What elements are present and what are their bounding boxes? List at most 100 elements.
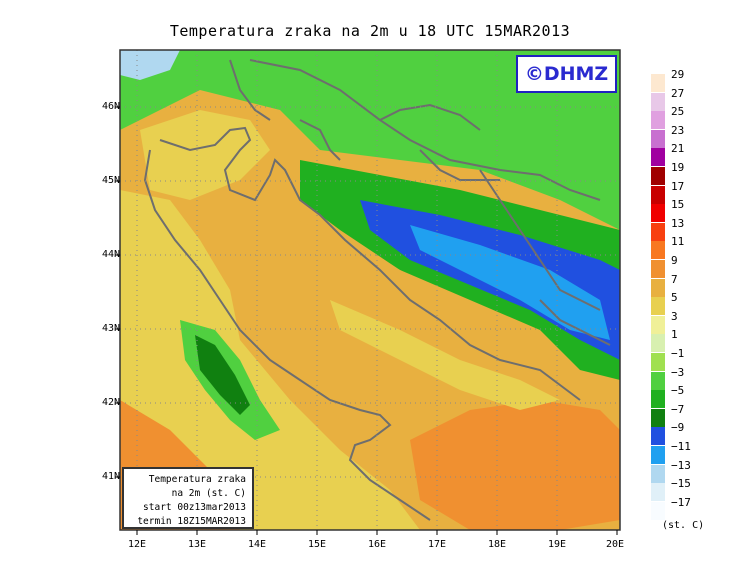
lon-label-20e: 20E [605,539,625,550]
legend-label: 11 [671,235,685,249]
legend-entry: 17 [651,180,740,204]
legend-label: 25 [671,105,685,119]
legend-label: 1 [671,328,678,342]
lon-label-12e: 12E [127,539,147,550]
legend-label: 27 [671,86,685,100]
legend-entry: 25 [651,105,740,130]
legend-swatch [651,427,665,446]
legend-label: 15 [671,198,685,212]
legend-entry: −11 [651,440,740,464]
legend-entry: 19 [651,161,740,185]
legend-entry: 15 [651,198,740,223]
lat-label-45n: 45N [101,175,120,186]
legend-entry: −17 [651,496,740,520]
graticule [120,50,620,530]
legend-swatch [651,464,665,483]
legend-entry: −3 [651,366,740,390]
lat-label-43n: 43N [101,323,120,334]
map-title: Temperatura zraka na 2m u 18 UTC 15MAR20… [169,22,571,40]
lat-label-41n: 41N [101,471,120,482]
legend-entry: −13 [651,459,740,483]
legend-entry: 27 [651,87,740,111]
legend-entry: −9 [651,421,740,446]
lon-label-17e: 17E [427,539,447,550]
legend-swatch [651,334,665,353]
dinaric-coldest [410,225,610,340]
legend-swatch [651,297,665,316]
legend-swatch [651,501,665,520]
legend-entry: −15 [651,477,740,502]
legend-swatch [651,408,665,427]
legend-entry: 1 [651,328,740,353]
info-line-1: Temperatura zraka [148,474,246,485]
info-line-2: na 2m (st. C) [171,488,246,499]
alps-snow [120,50,180,80]
lat-label-44n: 44N [101,249,120,260]
legend-entry: 11 [651,235,740,260]
lon-label-18e: 18E [487,539,507,550]
lon-label-13e: 13E [187,539,207,550]
ionian-warm [410,400,620,530]
legend-label: 29 [671,68,685,81]
legend-entry: 5 [651,291,740,316]
legend-label: 13 [671,216,685,230]
legend-swatch [651,315,665,334]
legend-entry: 29 [651,68,740,92]
apennine-core [195,335,250,415]
legend-label: 5 [671,291,678,305]
legend-swatch [651,204,665,223]
legend-entry: −7 [651,403,740,427]
lat-label-42n: 42N [101,397,120,408]
legend-label: 9 [671,254,678,267]
legend-entry: 23 [651,124,740,148]
legend-swatch [651,278,665,297]
legend-entry: 13 [651,217,740,241]
info-line-3: start 00z13mar2013 [143,502,246,513]
legend-swatch [651,390,665,409]
lon-label-15e: 15E [307,539,327,550]
legend-swatch [651,111,665,130]
lon-label-16e: 16E [367,539,387,550]
legend-swatch [651,222,665,241]
legend-swatch [651,483,665,502]
legend-swatch [651,92,665,111]
coastal-mild [330,300,560,410]
legend-entry: −5 [651,384,740,409]
legend-swatch [651,353,665,371]
legend-label: 21 [671,142,685,156]
legend-label: −13 [671,458,691,472]
legend-label: 3 [671,309,678,323]
lat-label-46n: 46N [101,101,120,112]
legend-label: −3 [671,365,685,379]
legend-swatch [651,185,665,204]
legend-swatch [651,129,665,148]
legend-entry: 7 [651,273,740,297]
info-box: Temperatura zraka na 2m (st. C) start 00… [122,467,254,529]
lon-label-19e: 19E [547,539,567,550]
legend-swatch [651,260,665,278]
legend-label: −17 [671,495,691,509]
legend-label: −7 [671,402,685,416]
legend-label: −1 [671,347,685,360]
legend-swatch [651,241,665,260]
legend-entry: 9 [651,254,740,278]
legend-label: 17 [671,179,685,193]
tick-marks [115,106,618,535]
legend-label: −11 [671,440,691,453]
legend-entry: −1 [651,347,740,371]
legend-swatch [651,446,665,464]
lon-label-14e: 14E [247,539,267,550]
legend-entry: 21 [651,142,740,167]
coastline [143,59,611,521]
dhmz-logo: ©DHMZ [516,55,617,93]
legend-label: −9 [671,421,685,435]
legend-label: 23 [671,123,685,137]
legend-label: 7 [671,272,678,286]
legend-swatch [651,148,665,167]
legend-unit: (st. C) [662,520,705,531]
legend-label: 19 [671,161,685,174]
legend-swatch [651,74,665,92]
info-line-4: termin 18Z15MAR2013 [137,516,246,527]
north-warm-zone [140,110,270,200]
